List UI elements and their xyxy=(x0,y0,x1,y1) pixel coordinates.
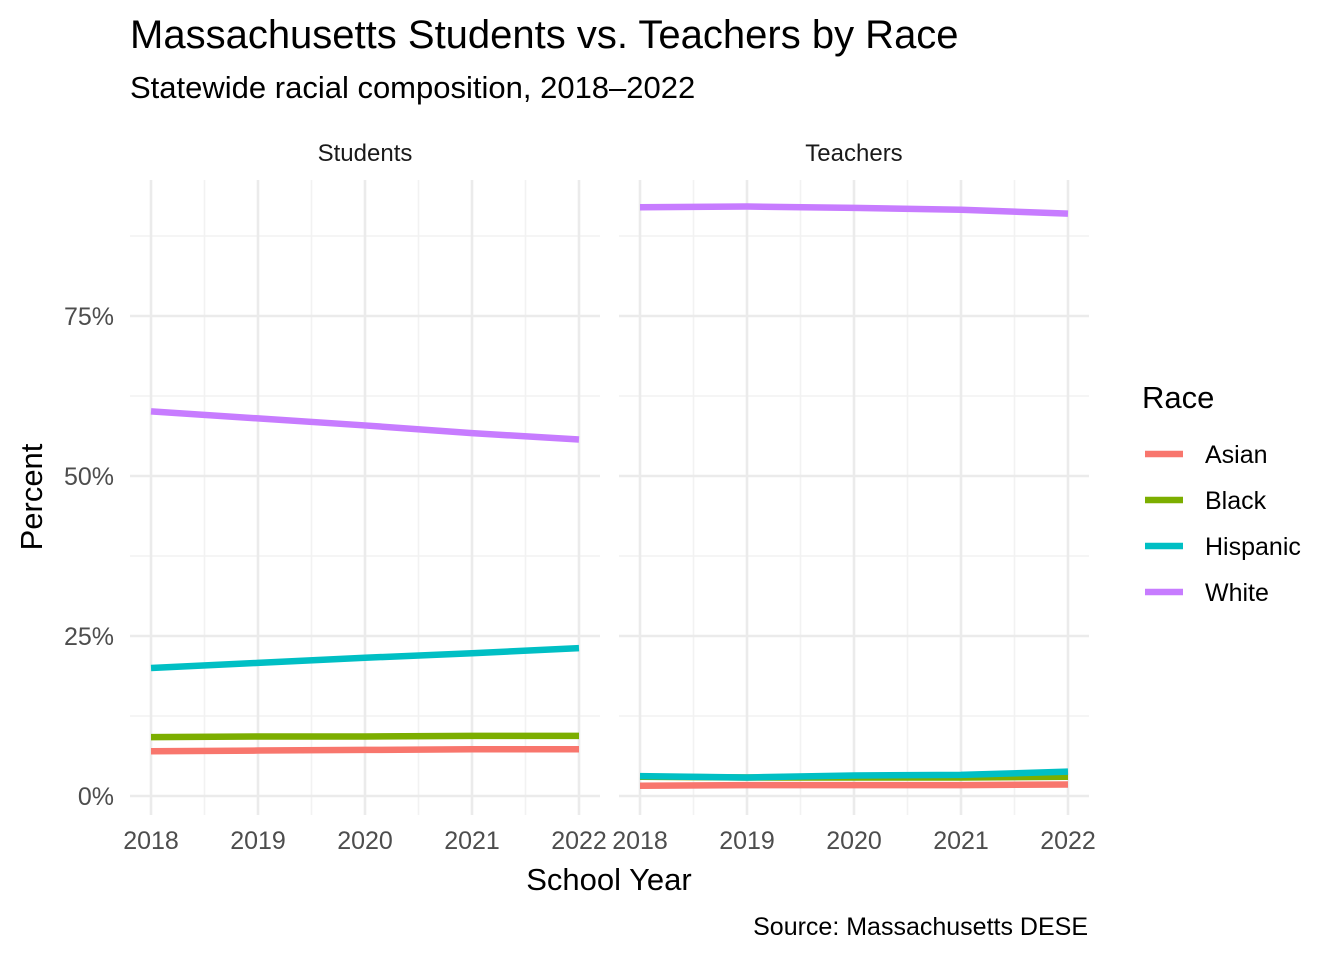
chart-title: Massachusetts Students vs. Teachers by R… xyxy=(130,13,959,57)
legend-label-white: White xyxy=(1205,579,1269,607)
strip-label-teachers: Teachers xyxy=(805,140,902,167)
x-tick-label: 2021 xyxy=(444,827,500,855)
series-line-asian xyxy=(639,781,1069,790)
gridlines-teachers xyxy=(619,180,1089,815)
chart-caption: Source: Massachusetts DESE xyxy=(753,913,1088,941)
x-tick-labels-teachers: 2018 2019 2020 2021 2022 xyxy=(612,827,1096,855)
legend-label-hispanic: Hispanic xyxy=(1205,533,1301,561)
panel-students: Students 2018 2019 2020 2021 2022 xyxy=(123,140,607,855)
series-line-white xyxy=(150,408,580,443)
y-tick-labels: 0% 25% 50% 75% xyxy=(64,303,114,811)
series-line-hispanic xyxy=(150,644,580,672)
y-axis-title: Percent xyxy=(14,443,49,550)
y-tick-label: 75% xyxy=(64,303,114,331)
y-tick-label: 25% xyxy=(64,623,114,651)
y-tick-label: 50% xyxy=(64,463,114,491)
panel-teachers: Teachers 2018 2019 2020 2021 2022 xyxy=(612,140,1096,855)
x-tick-label: 2018 xyxy=(123,827,179,855)
legend: Race Asian Black Hispanic White xyxy=(1142,380,1301,607)
x-tick-label: 2021 xyxy=(933,827,989,855)
chart-subtitle: Statewide racial composition, 2018–2022 xyxy=(130,70,695,105)
series-lines-teachers xyxy=(639,203,1069,790)
x-tick-label: 2022 xyxy=(551,827,607,855)
y-tick-label: 0% xyxy=(78,783,114,811)
series-lines-students xyxy=(150,408,580,755)
x-tick-labels-students: 2018 2019 2020 2021 2022 xyxy=(123,827,607,855)
legend-title: Race xyxy=(1142,380,1214,415)
x-tick-label: 2018 xyxy=(612,827,668,855)
x-axis-title: School Year xyxy=(526,862,691,897)
legend-label-asian: Asian xyxy=(1205,441,1268,469)
x-tick-label: 2020 xyxy=(826,827,882,855)
x-tick-label: 2019 xyxy=(719,827,775,855)
x-tick-label: 2020 xyxy=(337,827,393,855)
legend-label-black: Black xyxy=(1205,487,1267,515)
x-tick-label: 2022 xyxy=(1040,827,1096,855)
gridlines-students xyxy=(130,180,600,815)
strip-label-students: Students xyxy=(318,140,413,167)
x-tick-label: 2019 xyxy=(230,827,286,855)
series-line-asian xyxy=(150,746,579,755)
series-line-white xyxy=(639,203,1069,217)
series-line-black xyxy=(150,732,579,741)
series-line-hispanic xyxy=(639,768,1069,781)
